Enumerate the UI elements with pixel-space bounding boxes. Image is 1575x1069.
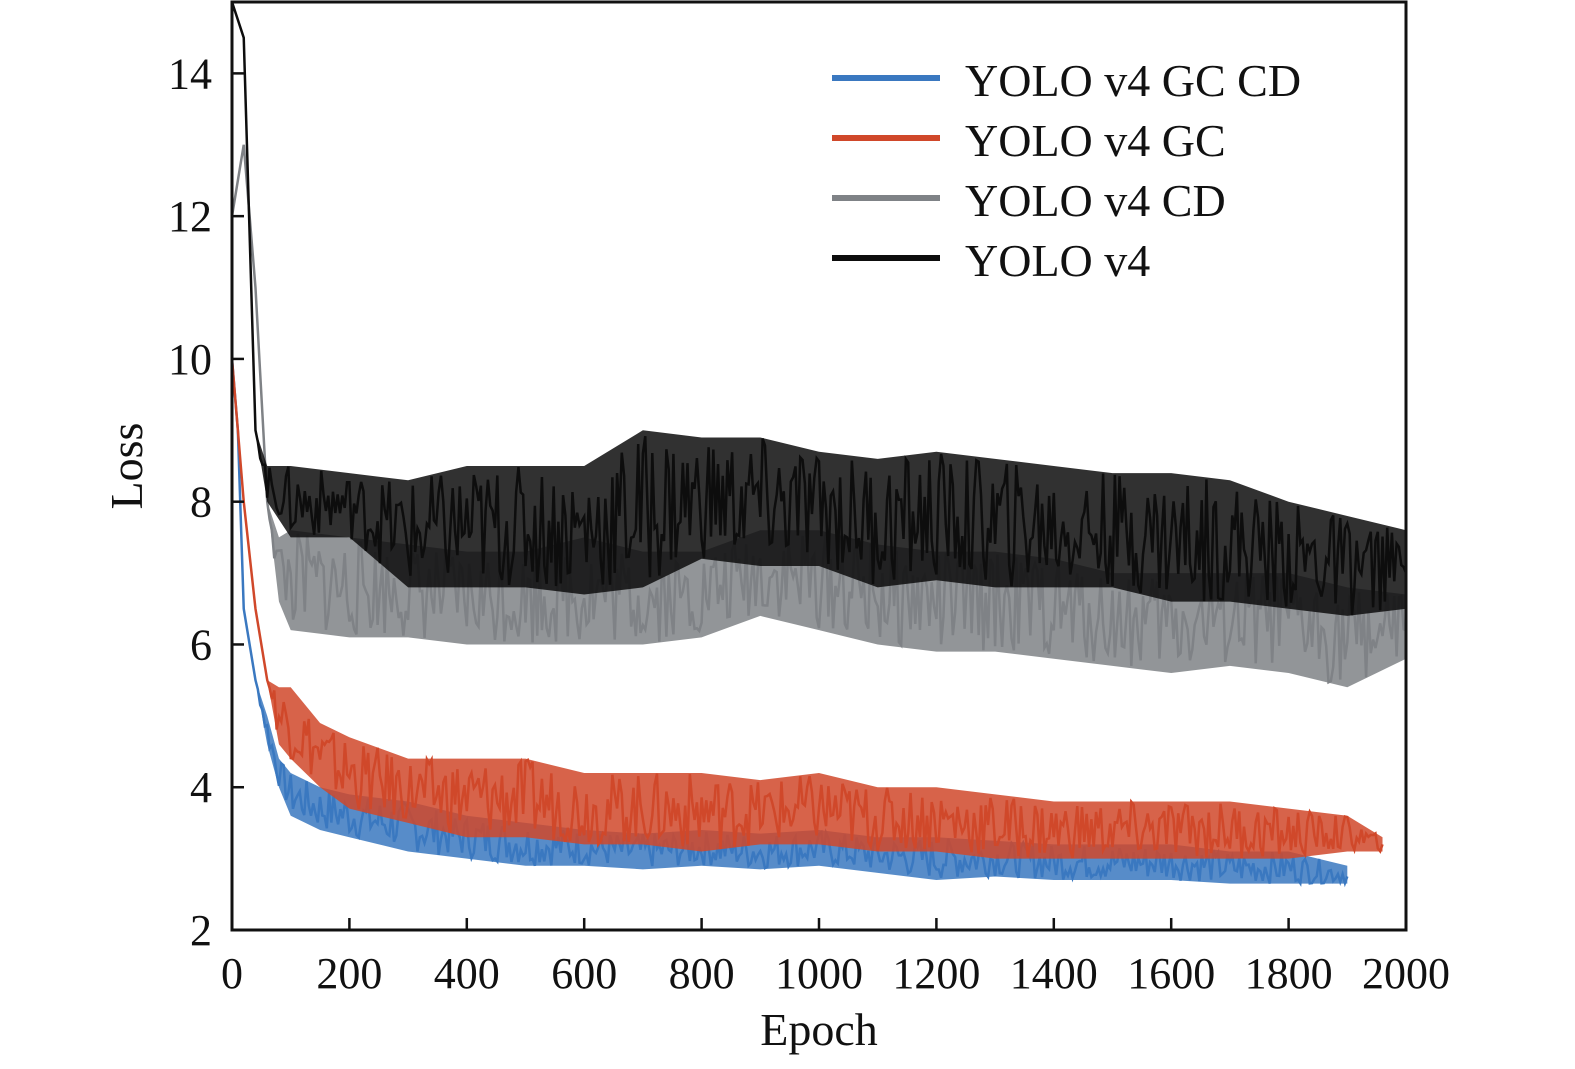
legend-label-yolo-v4-gc-cd: YOLO v4 GC CD: [965, 55, 1301, 106]
x-tick-label: 600: [551, 949, 617, 998]
x-tick-label: 1600: [1127, 949, 1215, 998]
y-tick-label: 8: [190, 478, 212, 527]
x-axis-label: Epoch: [760, 1004, 878, 1055]
legend-label-yolo-v4-gc: YOLO v4 GC: [965, 115, 1226, 166]
y-tick-label: 12: [168, 192, 212, 241]
y-tick-label: 4: [190, 763, 212, 812]
y-axis-label: Loss: [101, 423, 152, 510]
series-band-yolo-v4-cd: [232, 144, 1406, 688]
series-band-yolo-v4-gc: [232, 358, 1383, 859]
y-tick-label: 6: [190, 620, 212, 669]
ticks-layer: 0 200 400 600 800 1000 1200 1400 1600 1800 2000 2 4 6…: [168, 49, 1450, 998]
y-tick-label: 2: [190, 906, 212, 955]
x-tick-label: 2000: [1362, 949, 1450, 998]
x-tick-label: 1400: [1010, 949, 1098, 998]
series-layer: [230, 1, 1408, 888]
series-yolo-v4-cd: [230, 144, 1407, 688]
y-tick-label: 10: [168, 335, 212, 384]
series-band-yolo-v4-gc-cd: [232, 358, 1348, 884]
series-line-yolo-v4-gc: [230, 358, 1384, 859]
x-tick-label: 400: [434, 949, 500, 998]
legend-label-yolo-v4: YOLO v4: [965, 235, 1150, 286]
y-tick-label: 14: [168, 49, 212, 98]
series-yolo-v4-gc: [230, 358, 1384, 859]
x-tick-label: 0: [221, 949, 243, 998]
x-tick-label: 200: [316, 949, 382, 998]
series-line-yolo-v4: [230, 1, 1408, 616]
x-tick-label: 1800: [1245, 949, 1333, 998]
legend-label-yolo-v4-cd: YOLO v4 CD: [965, 175, 1226, 226]
legend: YOLO v4 GC CD YOLO v4 GC YOLO v4 CD YOLO…: [832, 55, 1301, 286]
series-yolo-v4: [230, 1, 1408, 616]
x-tick-label: 1200: [892, 949, 980, 998]
x-tick-label: 1000: [775, 949, 863, 998]
x-tick-label: 800: [669, 949, 735, 998]
